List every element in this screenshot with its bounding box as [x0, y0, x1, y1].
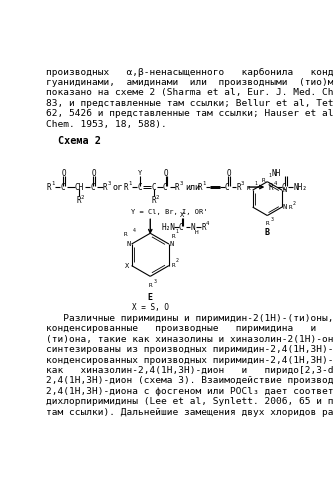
Text: R: R: [124, 232, 128, 237]
Text: X = S, O: X = S, O: [132, 304, 169, 312]
Text: X: X: [180, 212, 184, 218]
Text: или: или: [185, 182, 200, 192]
Text: E: E: [148, 294, 153, 302]
Text: 2: 2: [293, 200, 296, 205]
Text: O: O: [92, 168, 96, 177]
Text: N: N: [190, 222, 195, 232]
Text: 1: 1: [128, 180, 131, 186]
Text: H: H: [195, 230, 199, 235]
Text: 3: 3: [270, 217, 273, 222]
Text: N: N: [283, 204, 287, 210]
Text: R: R: [171, 234, 175, 239]
Text: R: R: [198, 182, 202, 192]
Text: 1: 1: [51, 180, 54, 186]
Text: (ти)она, такие как хиназолины и хиназолин-2(1H)-оны могут быть: (ти)она, такие как хиназолины и хиназоли…: [46, 335, 333, 344]
Text: C: C: [151, 182, 156, 192]
Text: 1: 1: [269, 173, 272, 178]
Text: N: N: [127, 241, 131, 247]
Text: производных   α,β-ненасыщенного   карбонила   конденсацией   с: производных α,β-ненасыщенного карбонила …: [46, 68, 333, 77]
Text: R: R: [46, 182, 51, 192]
Text: NH₂: NH₂: [293, 182, 307, 192]
Text: O: O: [62, 168, 66, 177]
Text: там ссылки). Дальнейшие замещения двух хлоридов различными: там ссылки). Дальнейшие замещения двух х…: [46, 408, 333, 416]
Text: R: R: [236, 182, 241, 192]
Text: 3: 3: [107, 180, 110, 186]
Text: R: R: [269, 182, 273, 192]
Text: N: N: [170, 241, 174, 247]
Text: R: R: [266, 220, 269, 226]
Text: R: R: [246, 186, 250, 191]
Text: N: N: [283, 187, 287, 193]
Text: дихлорпиримидины (Lee et al, Synlett. 2006, 65 и представленные: дихлорпиримидины (Lee et al, Synlett. 20…: [46, 398, 333, 406]
Text: B: B: [265, 228, 270, 237]
Text: C: C: [163, 182, 167, 192]
Text: 3: 3: [153, 280, 156, 284]
Text: 62, 5426 и представленные там ссылки; Hauser et al, J. Org.: 62, 5426 и представленные там ссылки; Ha…: [46, 110, 333, 118]
Text: 2,4(1H,3H)-диона с фосгеном или POCl₃ дает соответствующие 2,4-: 2,4(1H,3H)-диона с фосгеном или POCl₃ да…: [46, 387, 333, 396]
Text: как   хиназолин-2,4(1H,3H)-дион   и   пиридо[2,3-d]пиримидин-: как хиназолин-2,4(1H,3H)-дион и пиридо[2…: [46, 366, 333, 375]
Text: O: O: [164, 168, 169, 177]
Text: Y = Cl, Br, I, OR': Y = Cl, Br, I, OR': [131, 208, 207, 214]
Text: NH: NH: [271, 168, 280, 177]
Text: гуанидинами,  амидинами  или  производными  (тио)мочевины,  как: гуанидинами, амидинами или производными …: [46, 78, 333, 87]
Text: C: C: [282, 182, 287, 192]
Text: R: R: [175, 182, 179, 192]
Text: C: C: [90, 182, 95, 192]
Text: 1: 1: [202, 180, 206, 186]
Text: 2,4(1H,3H)-дион (схема 3). Взаимодействие производных пиримидин-: 2,4(1H,3H)-дион (схема 3). Взаимодействи…: [46, 376, 333, 386]
Text: синтезированы из производных пиримидин-2,4(1H,3H)-диона, а также: синтезированы из производных пиримидин-2…: [46, 346, 333, 354]
Text: R: R: [149, 283, 153, 288]
Text: 3: 3: [179, 180, 183, 186]
Text: R: R: [76, 196, 81, 205]
Text: H₂N: H₂N: [162, 222, 176, 232]
Text: 4: 4: [133, 228, 136, 232]
Text: 4: 4: [206, 220, 209, 226]
Text: R: R: [103, 182, 107, 192]
Text: CH: CH: [75, 182, 84, 192]
Text: X: X: [125, 262, 129, 268]
Text: 83, и представленные там ссылки; Bellur et al, Tetrahedron 2006,: 83, и представленные там ссылки; Bellur …: [46, 99, 333, 108]
Text: Y: Y: [138, 170, 142, 176]
Text: R: R: [262, 178, 266, 182]
Text: Chem. 1953, 18, 588).: Chem. 1953, 18, 588).: [46, 120, 166, 128]
Text: R: R: [171, 263, 175, 268]
Text: C: C: [60, 182, 65, 192]
Text: or: or: [113, 182, 123, 192]
Text: R: R: [151, 196, 156, 205]
Text: 2: 2: [156, 194, 159, 200]
Text: конденсированные   производные   пиримидина   и   пиримидин-2(1H)-: конденсированные производные пиримидина …: [46, 324, 333, 334]
Text: 2: 2: [81, 194, 84, 200]
Text: O: O: [226, 168, 231, 177]
Text: Различные пиримидины и пиримидин-2(1H)-(ти)оны, а также их: Различные пиримидины и пиримидин-2(1H)-(…: [46, 314, 333, 323]
Text: R: R: [288, 204, 292, 210]
Text: показано на схеме 2 (Sharma et al, Eur. J. Med. Chem. 2006, 41,: показано на схеме 2 (Sharma et al, Eur. …: [46, 88, 333, 98]
Text: 4: 4: [273, 180, 277, 186]
Text: Схема 2: Схема 2: [58, 136, 101, 146]
Text: R: R: [123, 182, 128, 192]
Text: C: C: [179, 222, 183, 232]
Text: конденсированных производных пиримидин-2,4(1H,3H)-дионов, таких: конденсированных производных пиримидин-2…: [46, 356, 333, 364]
Text: R: R: [201, 222, 206, 232]
Text: 1: 1: [176, 229, 179, 234]
Text: C: C: [137, 182, 142, 192]
Text: 2: 2: [176, 258, 179, 264]
Text: 1: 1: [254, 182, 257, 186]
Text: C: C: [225, 182, 229, 192]
Text: 3: 3: [241, 180, 244, 186]
